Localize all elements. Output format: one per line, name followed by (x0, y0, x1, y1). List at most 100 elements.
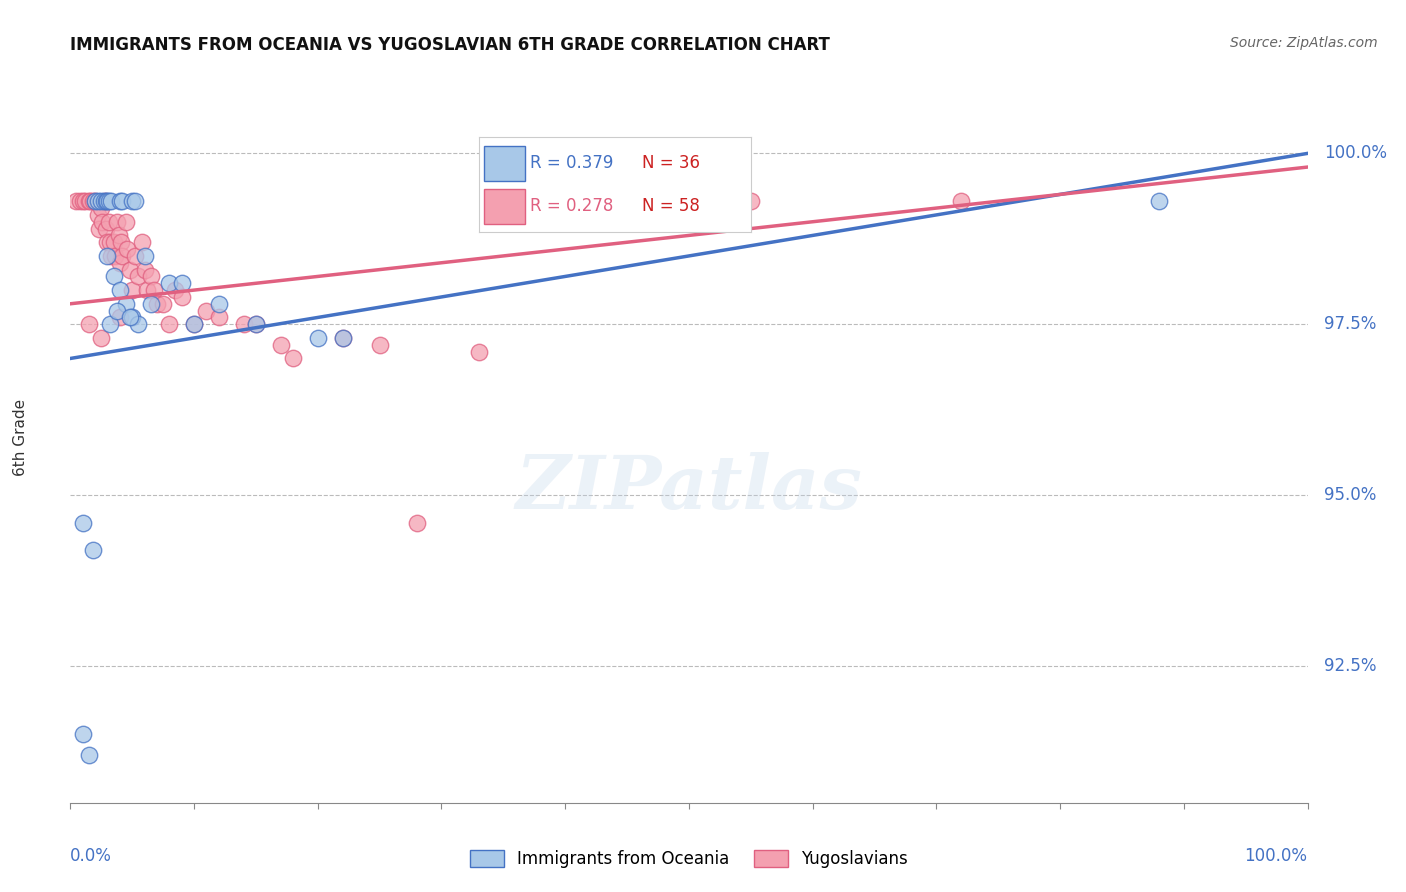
Point (97, 194, 120, 209)
Point (72, 727, 94, 741)
Point (183, 318, 205, 332)
Point (110, 235, 132, 250)
Point (97, 215, 120, 229)
Point (84, 194, 107, 209)
Point (139, 297, 162, 311)
Point (134, 262, 156, 277)
Point (77, 747, 100, 762)
Point (157, 318, 180, 332)
Point (75, 194, 97, 209)
Point (111, 194, 134, 209)
Point (208, 310, 231, 325)
Point (96, 194, 118, 209)
Text: 95.0%: 95.0% (1324, 486, 1376, 504)
Legend: Immigrants from Oceania, Yugoslavians: Immigrants from Oceania, Yugoslavians (464, 843, 914, 875)
Point (98, 235, 121, 250)
Point (232, 318, 254, 332)
Point (96, 235, 118, 250)
Point (72, 194, 94, 209)
Point (77, 318, 100, 332)
Text: IMMIGRANTS FROM OCEANIA VS YUGOSLAVIAN 6TH GRADE CORRELATION CHART: IMMIGRANTS FROM OCEANIA VS YUGOSLAVIAN 6… (70, 36, 830, 54)
Point (91, 215, 114, 229)
Point (87, 221, 110, 235)
Point (90, 201, 112, 215)
Point (104, 249, 127, 263)
FancyBboxPatch shape (484, 188, 524, 224)
Point (118, 262, 141, 277)
Point (740, 194, 762, 209)
Text: R = 0.379: R = 0.379 (530, 153, 613, 172)
Text: N = 36: N = 36 (643, 153, 700, 172)
Point (105, 215, 128, 229)
Point (368, 338, 391, 352)
Text: 6th Grade: 6th Grade (13, 399, 28, 475)
Point (332, 331, 354, 345)
Point (96, 249, 118, 263)
Point (115, 242, 138, 256)
Point (84, 194, 107, 209)
Point (1147, 194, 1170, 209)
Text: 100.0%: 100.0% (1324, 145, 1388, 162)
Point (72, 516, 94, 530)
Point (183, 318, 205, 332)
Point (208, 297, 231, 311)
Point (96, 194, 118, 209)
Text: 100.0%: 100.0% (1244, 847, 1308, 864)
Point (143, 283, 166, 297)
Text: 92.5%: 92.5% (1324, 657, 1376, 675)
Point (245, 318, 267, 332)
Point (121, 283, 143, 297)
Point (108, 194, 131, 209)
Text: Source: ZipAtlas.com: Source: ZipAtlas.com (1230, 36, 1378, 50)
Point (136, 283, 159, 297)
Point (170, 290, 193, 304)
Point (139, 269, 162, 284)
Point (121, 194, 143, 209)
Point (107, 228, 129, 243)
Point (950, 194, 973, 209)
Point (103, 269, 125, 284)
Point (118, 310, 141, 325)
Point (103, 235, 125, 250)
Point (108, 283, 131, 297)
Point (108, 310, 131, 325)
Text: ZIPatlas: ZIPatlas (516, 452, 862, 524)
Point (678, 194, 700, 209)
Point (79, 194, 101, 209)
Point (98, 318, 121, 332)
Point (77, 194, 100, 209)
Point (100, 249, 122, 263)
Point (108, 256, 131, 270)
Point (86, 208, 108, 222)
Point (124, 194, 146, 209)
Point (94, 194, 117, 209)
Text: 0.0%: 0.0% (70, 847, 112, 864)
Text: N = 58: N = 58 (643, 196, 700, 215)
Point (332, 331, 354, 345)
Point (170, 277, 193, 291)
Point (96, 221, 118, 235)
Point (93, 194, 115, 209)
Point (195, 303, 218, 318)
Point (127, 318, 149, 332)
Point (90, 331, 112, 345)
Point (65, 194, 87, 209)
Point (307, 331, 329, 345)
Point (245, 318, 267, 332)
Point (115, 297, 138, 311)
Point (105, 303, 128, 318)
Point (467, 344, 489, 359)
Point (121, 310, 143, 325)
Point (127, 269, 149, 284)
Point (111, 249, 134, 263)
Point (152, 297, 174, 311)
Point (529, 194, 551, 209)
Point (82, 542, 104, 557)
Text: R = 0.278: R = 0.278 (530, 196, 613, 215)
Point (146, 297, 169, 311)
Point (69, 194, 91, 209)
Text: 97.5%: 97.5% (1324, 315, 1376, 334)
Point (124, 249, 146, 263)
Point (165, 283, 187, 297)
Point (270, 338, 292, 352)
